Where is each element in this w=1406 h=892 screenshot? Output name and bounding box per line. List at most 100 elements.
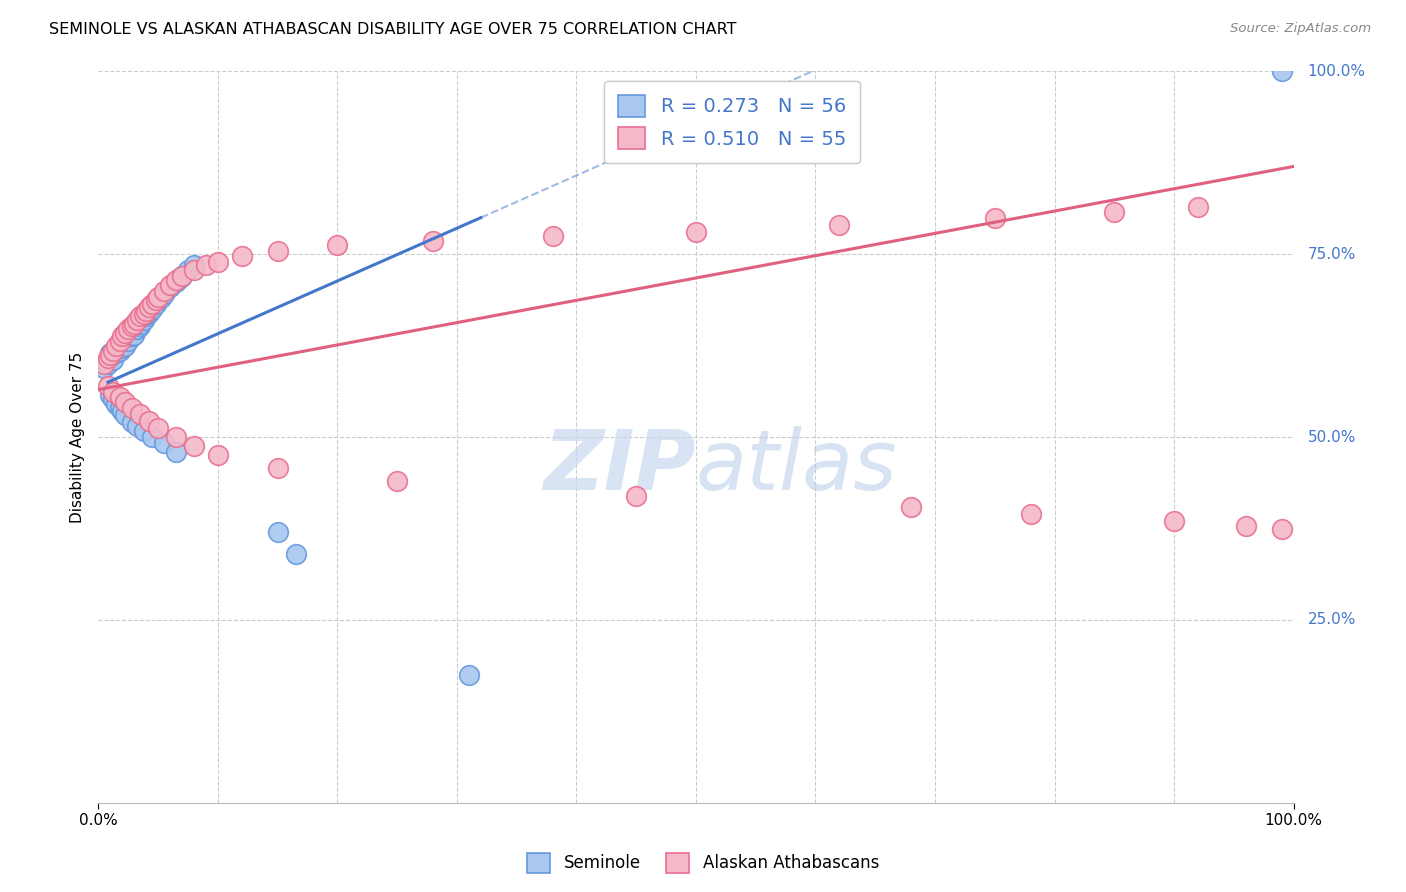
Point bbox=[108, 341, 131, 355]
Legend: Seminole, Alaskan Athabascans: Seminole, Alaskan Athabascans bbox=[520, 847, 886, 880]
Point bbox=[101, 343, 124, 358]
Point bbox=[1163, 514, 1185, 528]
Point bbox=[98, 350, 122, 364]
Point bbox=[124, 326, 146, 340]
Text: 25.0%: 25.0% bbox=[1308, 613, 1355, 627]
Point bbox=[135, 304, 157, 318]
Point bbox=[169, 270, 191, 285]
Point bbox=[541, 228, 564, 243]
Point bbox=[267, 244, 290, 258]
Point bbox=[828, 218, 851, 232]
Point bbox=[153, 284, 176, 298]
Point bbox=[159, 277, 181, 292]
Point bbox=[1234, 519, 1257, 533]
Point bbox=[129, 318, 152, 333]
Point bbox=[138, 306, 160, 320]
Point bbox=[124, 327, 146, 342]
Point bbox=[177, 263, 200, 277]
Point bbox=[148, 421, 170, 435]
Point bbox=[93, 357, 115, 371]
Point bbox=[138, 304, 160, 318]
Point bbox=[129, 407, 152, 421]
Point bbox=[97, 357, 120, 371]
Point bbox=[172, 269, 194, 284]
Point bbox=[195, 258, 218, 272]
Point bbox=[129, 317, 152, 331]
Point bbox=[145, 293, 167, 307]
Point bbox=[385, 474, 409, 488]
Legend: R = 0.273   N = 56, R = 0.510   N = 55: R = 0.273 N = 56, R = 0.510 N = 55 bbox=[605, 81, 859, 163]
Point bbox=[145, 297, 167, 311]
Point bbox=[165, 273, 187, 287]
Point bbox=[125, 313, 148, 327]
Point bbox=[105, 346, 128, 360]
Point bbox=[121, 416, 143, 430]
Point bbox=[135, 310, 157, 324]
Point bbox=[141, 430, 163, 444]
Text: Source: ZipAtlas.com: Source: ZipAtlas.com bbox=[1230, 22, 1371, 36]
Point bbox=[165, 444, 187, 458]
Point bbox=[138, 414, 160, 428]
Point bbox=[114, 336, 136, 351]
Point bbox=[1104, 204, 1126, 219]
Point bbox=[105, 343, 128, 357]
Y-axis label: Disability Age Over 75: Disability Age Over 75 bbox=[69, 351, 84, 523]
Point bbox=[183, 258, 205, 272]
Point bbox=[114, 408, 136, 422]
Point bbox=[231, 249, 253, 263]
Point bbox=[98, 346, 122, 360]
Point bbox=[114, 334, 136, 349]
Point bbox=[153, 436, 176, 450]
Point bbox=[207, 448, 229, 462]
Point bbox=[125, 419, 148, 434]
Point bbox=[132, 307, 155, 321]
Point bbox=[114, 338, 136, 352]
Point bbox=[1271, 521, 1294, 535]
Point bbox=[148, 293, 170, 307]
Text: ZIP: ZIP bbox=[543, 425, 696, 507]
Point bbox=[117, 331, 139, 345]
Point bbox=[165, 430, 187, 444]
Point bbox=[141, 301, 163, 317]
Point bbox=[207, 254, 229, 268]
Point bbox=[458, 667, 481, 681]
Text: 75.0%: 75.0% bbox=[1308, 247, 1355, 261]
Point bbox=[1187, 200, 1209, 214]
Point bbox=[105, 338, 128, 352]
Point bbox=[132, 313, 155, 327]
Point bbox=[284, 547, 307, 561]
Point bbox=[267, 525, 290, 540]
Point bbox=[117, 322, 139, 336]
Point bbox=[148, 290, 170, 304]
Point bbox=[111, 404, 134, 418]
Point bbox=[1019, 507, 1042, 521]
Point bbox=[121, 329, 143, 343]
Point bbox=[326, 238, 349, 252]
Point bbox=[98, 348, 122, 362]
Text: atlas: atlas bbox=[696, 425, 897, 507]
Point bbox=[153, 287, 176, 301]
Point bbox=[900, 500, 922, 514]
Text: 100.0%: 100.0% bbox=[1308, 64, 1365, 78]
Point bbox=[149, 291, 172, 305]
Point bbox=[121, 318, 143, 333]
Point bbox=[93, 360, 115, 375]
Text: 50.0%: 50.0% bbox=[1308, 430, 1355, 444]
Point bbox=[97, 379, 120, 393]
Point bbox=[97, 351, 120, 365]
Point bbox=[108, 343, 131, 358]
Point bbox=[121, 401, 143, 415]
Point bbox=[101, 384, 124, 399]
Point bbox=[111, 329, 134, 343]
Point bbox=[984, 211, 1007, 225]
Point bbox=[108, 390, 131, 404]
Point bbox=[159, 280, 181, 294]
Point bbox=[132, 424, 155, 438]
Point bbox=[108, 334, 131, 348]
Point bbox=[626, 489, 648, 503]
Point bbox=[165, 275, 187, 289]
Point bbox=[129, 310, 152, 324]
Point bbox=[111, 338, 134, 352]
Point bbox=[138, 300, 160, 314]
Point bbox=[183, 263, 205, 277]
